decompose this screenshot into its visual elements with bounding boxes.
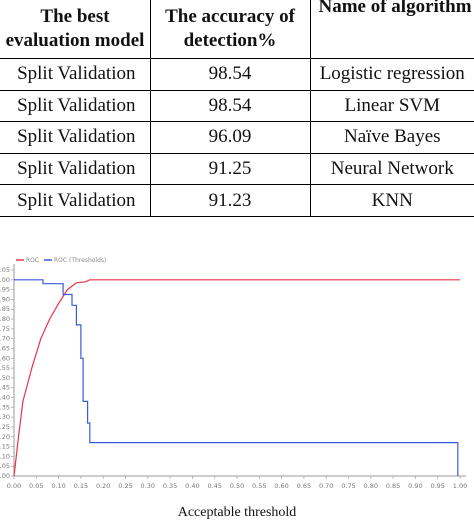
y-tick-label: 0.85 xyxy=(0,305,10,313)
cell-algorithm: Naïve Bayes xyxy=(309,121,474,154)
header-evaluation-model: The best evaluation model xyxy=(5,6,145,51)
chart-series xyxy=(13,279,460,477)
y-tick-label: 0.05 xyxy=(0,462,10,470)
cell-evaluation-model: Split Validation xyxy=(0,90,150,123)
x-tick-label: 0.90 xyxy=(408,482,422,490)
cell-evaluation-model: Split Validation xyxy=(0,58,150,91)
roc-chart: 0.000.050.100.150.200.250.300.350.400.45… xyxy=(0,257,467,490)
y-tick-labels: 0.00 0.05 0.100.15 0.20 0.25 0.30 0.350.40 0.45… xyxy=(0,266,14,480)
x-tick-label: 0.20 xyxy=(96,482,110,490)
x-tick-label: 0.70 xyxy=(319,482,333,490)
cell-algorithm: Linear SVM xyxy=(309,90,474,123)
x-tick-label: 0.65 xyxy=(297,482,311,490)
x-tick-label: 0.85 xyxy=(386,482,400,490)
x-tick-label: 0.75 xyxy=(341,482,355,490)
x-tick-label: 0.45 xyxy=(207,482,221,490)
cell-accuracy: 98.54 xyxy=(149,58,310,91)
y-tick-label: 0.10 xyxy=(0,452,10,460)
y-tick-label: 1.00 xyxy=(0,276,10,284)
y-tick-label: 0.20 xyxy=(0,433,10,441)
x-axis-label: Acceptable threshold xyxy=(177,505,297,520)
x-tick-label: 0.55 xyxy=(252,482,266,490)
y-tick-label: 0.50 xyxy=(0,374,10,382)
chart-legend: ROC ROC (Thresholds) xyxy=(16,257,106,264)
cell-evaluation-model: Split Validation xyxy=(0,121,150,154)
x-tick-label: 0.35 xyxy=(163,482,177,490)
roc-thresholds-line xyxy=(14,279,459,476)
y-tick-label: 1.05 xyxy=(0,266,10,274)
header-accuracy: The accuracy of detection% xyxy=(149,0,310,59)
cell-evaluation-model: Split Validation xyxy=(0,184,150,217)
cell-algorithm: KNN xyxy=(309,184,474,217)
legend-label: ROC xyxy=(26,257,39,264)
table-row: Split Validation 91.23 KNN xyxy=(0,184,474,217)
y-tick-label: 0.30 xyxy=(0,413,10,421)
x-tick-labels: 0.00 0.05 0.10 0.15 0.20 0.25 0.30 0.35 0.40 0.45… xyxy=(7,476,467,490)
x-tick-label: 0.15 xyxy=(74,482,88,490)
y-tick-label: 0.95 xyxy=(0,286,10,294)
table-row: Split Validation 96.09 Naïve Bayes xyxy=(0,121,474,154)
x-tick-label: 0.80 xyxy=(364,482,378,490)
x-tick-label: 0.30 xyxy=(141,482,155,490)
y-tick-label: 0.45 xyxy=(0,384,10,392)
x-tick-label: 0.05 xyxy=(29,482,43,490)
table-row: Split Validation 91.25 Neural Network xyxy=(0,153,474,186)
y-tick-label: 0.00 xyxy=(0,472,10,480)
cell-evaluation-model: Split Validation xyxy=(0,153,150,186)
y-tick-label: 0.15 xyxy=(0,443,10,451)
chart-axes xyxy=(13,264,466,477)
x-tick-label: 0.00 xyxy=(7,482,21,490)
y-tick-label: 0.60 xyxy=(0,354,10,362)
y-tick-label: 0.70 xyxy=(0,335,10,343)
table-row: Split Validation 98.54 Linear SVM xyxy=(0,90,474,123)
cell-accuracy: 96.09 xyxy=(149,121,310,154)
roc-line xyxy=(13,279,460,477)
x-tick-label: 0.95 xyxy=(430,482,444,490)
table-row: Split Validation 98.54 Logistic regressi… xyxy=(0,58,474,91)
y-tick-label: 0.90 xyxy=(0,295,10,303)
x-tick-label: 0.40 xyxy=(185,482,199,490)
y-tick-label: 0.25 xyxy=(0,423,10,431)
cell-accuracy: 91.23 xyxy=(149,184,310,217)
accuracy-table: The best evaluation model The accuracy o… xyxy=(0,0,474,217)
cell-algorithm: Logistic regression xyxy=(309,58,474,91)
legend-label: ROC (Thresholds) xyxy=(54,257,106,264)
x-tick-label: 0.60 xyxy=(274,482,288,490)
cell-accuracy: 98.54 xyxy=(149,90,310,123)
table-header-row: The best evaluation model The accuracy o… xyxy=(0,0,474,59)
header-algorithm: Name of algorithm xyxy=(309,0,474,59)
y-tick-label: 0.55 xyxy=(0,364,10,372)
x-tick-label: 0.10 xyxy=(51,482,65,490)
y-tick-label: 0.75 xyxy=(0,325,10,333)
x-tick-label: 0.50 xyxy=(230,482,244,490)
x-tick-label: 0.25 xyxy=(118,482,132,490)
cell-accuracy: 91.25 xyxy=(149,153,310,186)
x-tick-label: 1.00 xyxy=(453,482,467,490)
y-tick-label: 0.40 xyxy=(0,394,10,402)
cell-algorithm: Neural Network xyxy=(309,153,474,186)
y-tick-label: 0.35 xyxy=(0,403,10,411)
y-tick-label: 0.80 xyxy=(0,315,10,323)
y-tick-label: 0.65 xyxy=(0,344,10,352)
